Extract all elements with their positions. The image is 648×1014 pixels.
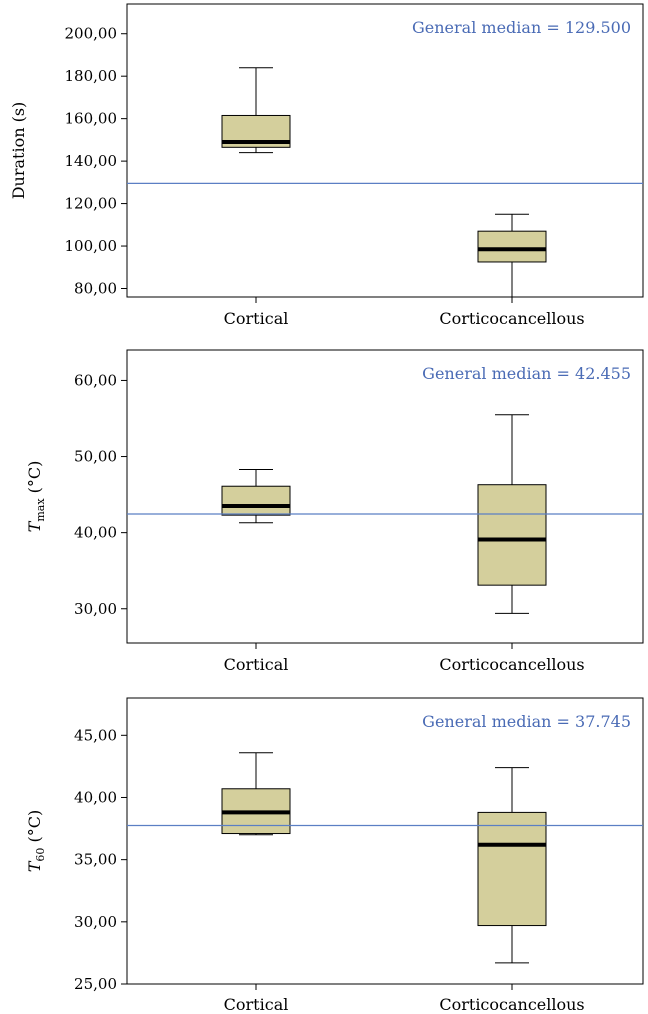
y-tick-label: 120,00 xyxy=(65,195,118,213)
box-1 xyxy=(221,752,291,836)
y-axis-label-part: T xyxy=(25,860,44,872)
y-tick-label: 30,00 xyxy=(74,913,117,931)
y-tick-label: 30,00 xyxy=(74,600,117,618)
box-2 xyxy=(477,213,547,297)
chart-panel-2: 30,00 40,00 50,00 60,00 Cortical Corticocance… xyxy=(25,349,644,674)
y-tick-label: 160,00 xyxy=(65,110,118,128)
general-median-label: General median = 129.500 xyxy=(412,18,631,37)
y-tick-label: 35,00 xyxy=(74,851,117,869)
iqr-box xyxy=(477,230,547,263)
category-label: Cortical xyxy=(224,309,289,328)
y-tick-label: 25,00 xyxy=(74,975,117,993)
general-median-label: General median = 37.745 xyxy=(422,712,631,731)
category-label: Corticocancellous xyxy=(439,309,584,328)
y-tick-label: 180,00 xyxy=(65,67,118,85)
iqr-box xyxy=(477,811,547,927)
y-tick-label: 200,00 xyxy=(65,25,118,43)
y-tick-label: 40,00 xyxy=(74,524,117,542)
iqr-box xyxy=(221,485,291,516)
plot-frame xyxy=(126,697,644,985)
category-label: Cortical xyxy=(224,655,289,674)
y-tick-label: 60,00 xyxy=(74,371,117,389)
iqr-box xyxy=(477,484,547,586)
y-tick-label: 50,00 xyxy=(74,448,117,466)
y-axis-label-part: (°C) xyxy=(25,810,44,848)
y-tick-label: 100,00 xyxy=(65,237,118,255)
chart-panel-1: 80,00 100,00 120,00 140,00 160,00 180,00 200,0… xyxy=(9,3,644,328)
y-axis-label: T60 (°C) xyxy=(25,810,47,872)
category-label: Corticocancellous xyxy=(439,655,584,674)
y-axis-label-part: 60 xyxy=(34,848,47,862)
chart-panel-3: 25,00 30,00 35,00 40,00 45,00 Cortical Cortico… xyxy=(25,697,644,1014)
y-axis-label-part: T xyxy=(25,520,44,532)
y-axis-label: Tmax (°C) xyxy=(25,461,47,533)
box-1 xyxy=(221,67,291,154)
y-tick-label: 140,00 xyxy=(65,152,118,170)
box-1 xyxy=(221,468,291,524)
general-median-label: General median = 42.455 xyxy=(422,364,631,383)
plot-frame xyxy=(126,3,644,298)
category-label: Cortical xyxy=(224,995,289,1014)
category-label: Corticocancellous xyxy=(439,995,584,1014)
y-axis-label-part: max xyxy=(34,498,47,522)
y-tick-label: 40,00 xyxy=(74,788,117,806)
plot-frame xyxy=(126,349,644,644)
box-2 xyxy=(477,414,547,614)
y-tick-label: 45,00 xyxy=(74,726,117,744)
y-tick-label: 80,00 xyxy=(74,280,117,298)
y-axis-label-part: (°C) xyxy=(25,461,44,499)
box-2 xyxy=(477,767,547,964)
y-axis-label: Duration (s) xyxy=(9,102,28,200)
